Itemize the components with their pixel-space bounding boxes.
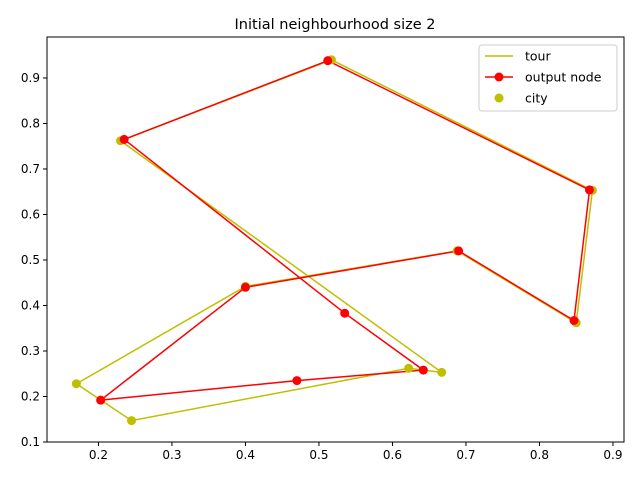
y-tick-label-3: 0.4: [21, 298, 40, 312]
output-node-marker-6: [96, 395, 106, 405]
legend-output-node-swatch-marker: [494, 72, 504, 82]
x-tick-label-6: 0.8: [530, 448, 549, 462]
city-point-7: [127, 416, 137, 426]
output-node-marker-2: [584, 185, 594, 195]
city-point-6: [71, 379, 81, 389]
legend-tour-label: tour: [525, 49, 551, 64]
y-tick-label-4: 0.5: [21, 253, 40, 267]
output-node-marker-1: [323, 56, 333, 66]
x-tick-label-7: 0.9: [603, 448, 622, 462]
y-tick-label-7: 0.8: [21, 116, 40, 130]
output-node-marker-5: [240, 282, 250, 292]
axes: 0.2 0.3 0.4 0.5 0.6 0.7 0.8 0.9 0.1 0.2 0.3 0.4 0.5 0…: [21, 36, 625, 462]
x-tick-label-4: 0.6: [383, 448, 402, 462]
y-tick-label-5: 0.6: [21, 207, 40, 221]
series-output-node-line: [98, 59, 591, 402]
x-tick-label-2: 0.4: [236, 448, 255, 462]
x-tick-label-5: 0.7: [456, 448, 475, 462]
legend-output-node-label: output node: [525, 70, 602, 85]
legend: tour output node city: [478, 44, 618, 112]
legend-city-swatch: [494, 93, 504, 103]
city-point-8: [404, 363, 414, 373]
legend-city-label: city: [525, 91, 548, 106]
axes-frame: [46, 36, 625, 443]
legend-box: [478, 44, 618, 112]
y-tick-label-2: 0.3: [21, 344, 40, 358]
output-node-marker-4: [454, 246, 464, 256]
x-tick-label-0: 0.2: [89, 448, 108, 462]
output-node-marker-0: [119, 134, 129, 144]
y-tick-label-8: 0.9: [21, 71, 40, 85]
output-node-marker-8: [418, 365, 428, 375]
y-tick-label-1: 0.2: [21, 389, 40, 403]
chart-title: Initial neighbourhood size 2: [235, 17, 436, 33]
city-point-9: [437, 367, 447, 377]
output-node-marker-7: [292, 376, 302, 386]
y-tick-label-6: 0.7: [21, 162, 40, 176]
x-tick-label-3: 0.5: [309, 448, 328, 462]
x-tick-label-1: 0.3: [162, 448, 181, 462]
plot-area: [71, 55, 597, 426]
y-tick-label-0: 0.1: [21, 435, 40, 449]
output-node-marker-3: [569, 316, 579, 325]
series-tour-line: [74, 58, 594, 422]
output-node-marker-9: [340, 308, 350, 318]
